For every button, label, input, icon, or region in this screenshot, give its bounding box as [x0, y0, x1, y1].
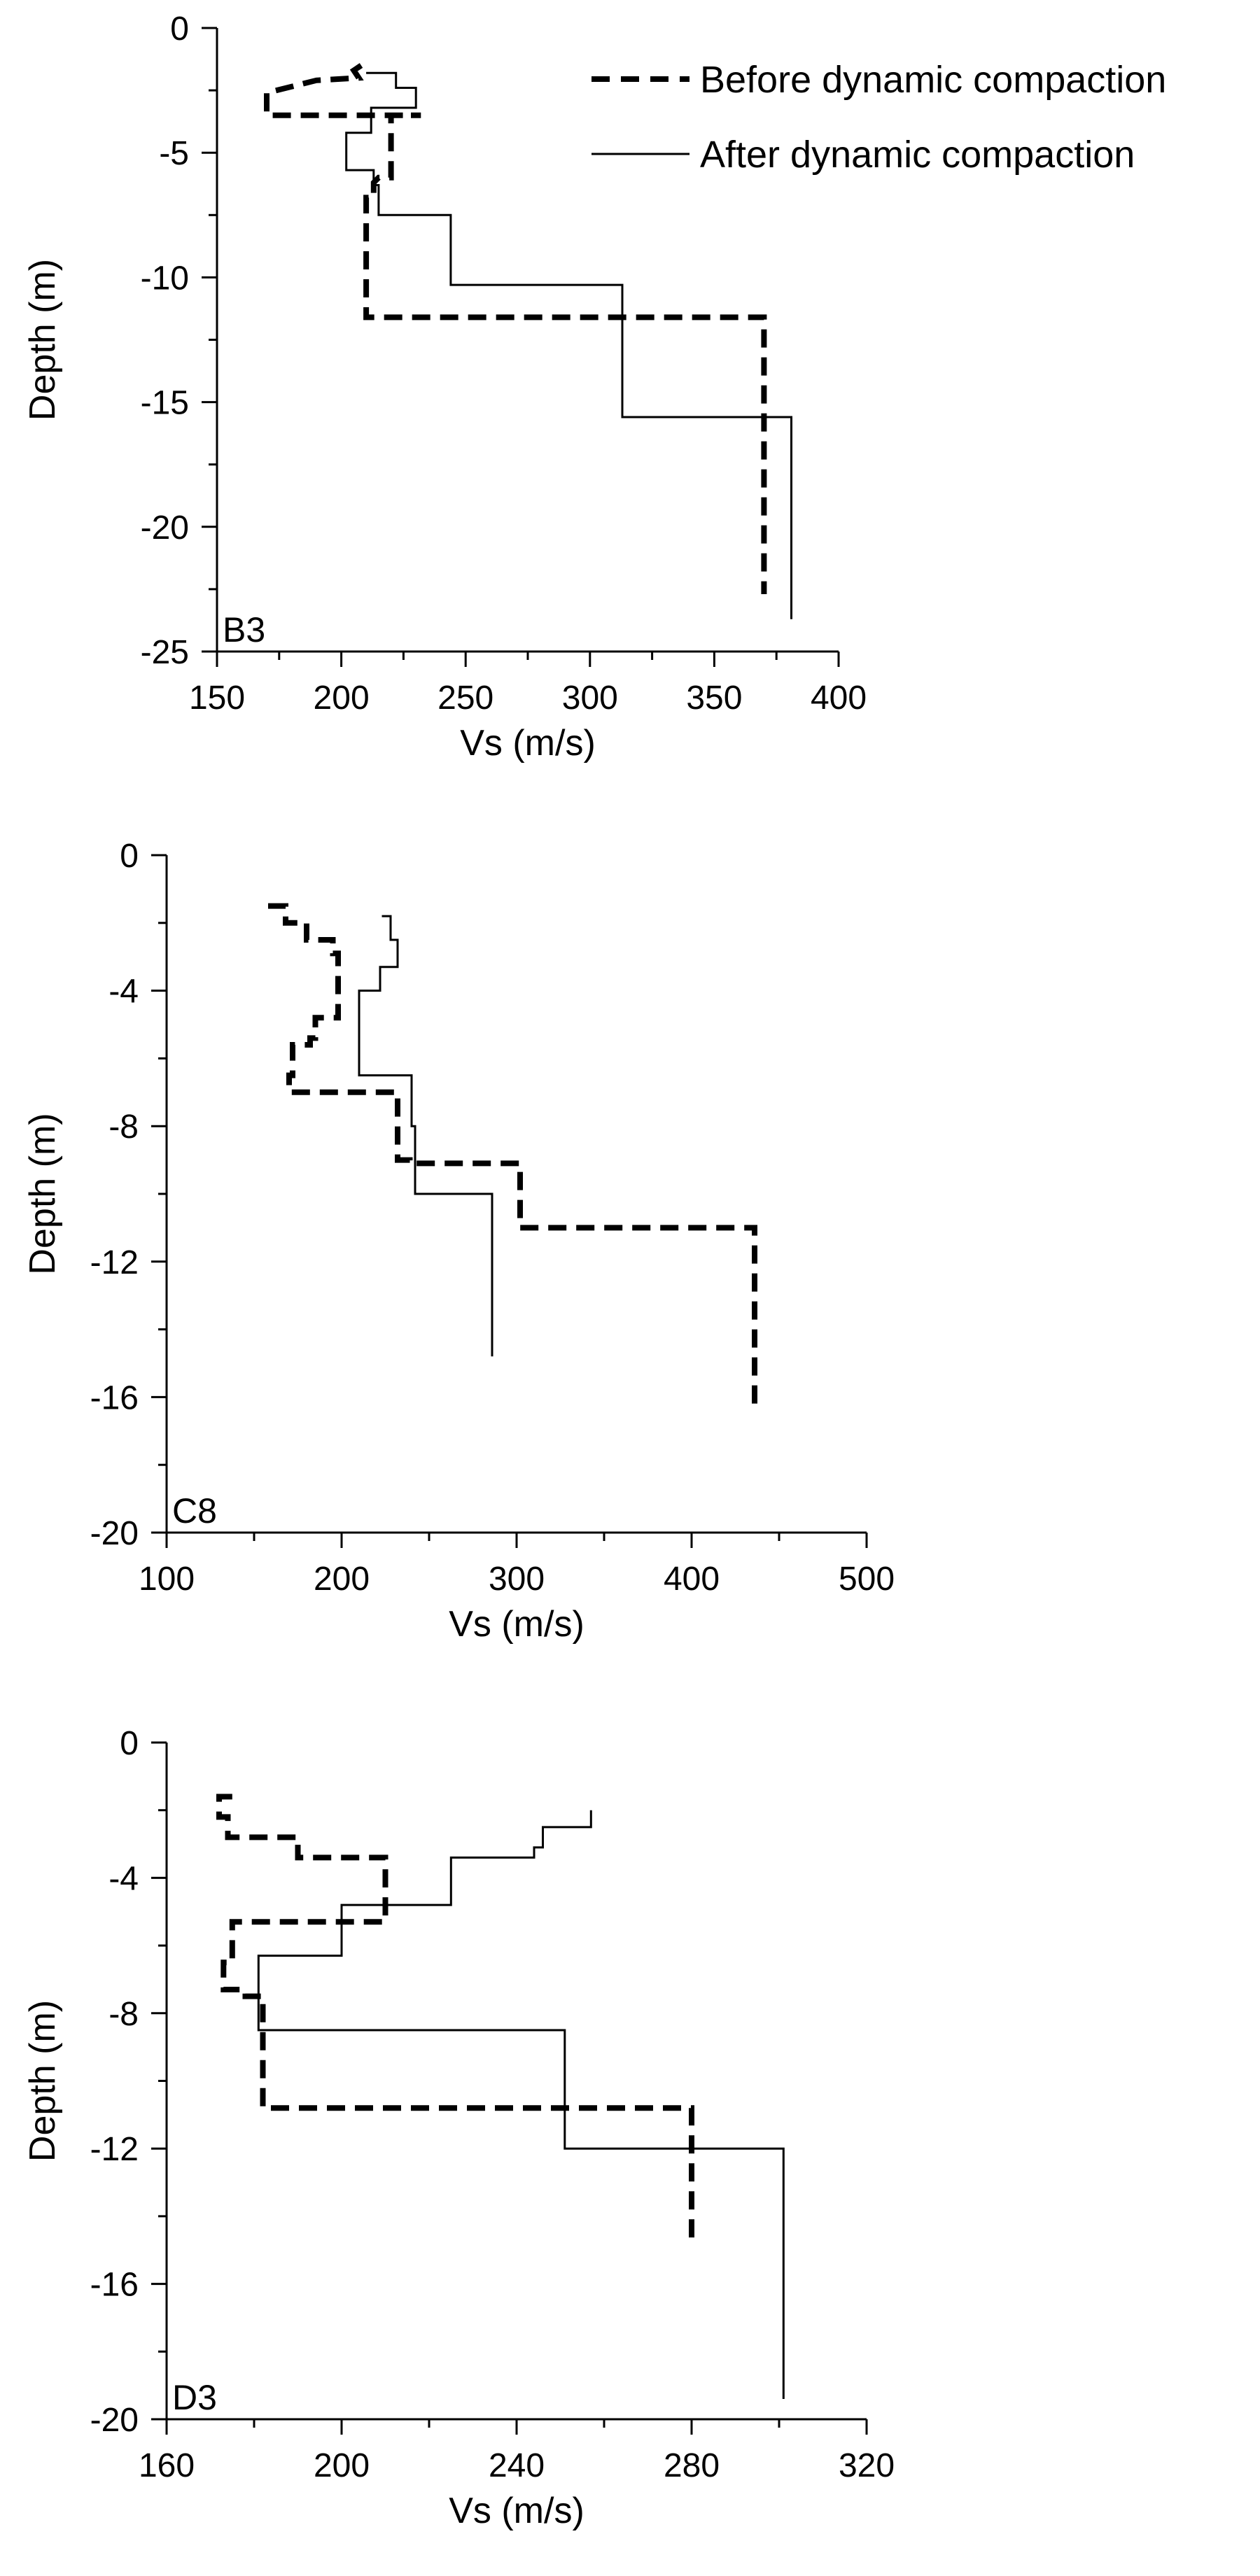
chart-panel-d3: 160 200 240 280 320 0 -4 -8 -12 -16 -20 Vs (m/s) Dep… [22, 1725, 895, 2531]
y-tick-label: -5 [159, 135, 189, 172]
y-tick-label: -10 [141, 260, 189, 297]
panel-label: C8 [172, 1491, 217, 1530]
x-tick-label: 200 [314, 680, 370, 717]
panel-label: D3 [172, 2378, 217, 2417]
x-tick-label: 200 [314, 1561, 370, 1598]
y-tick-label: -20 [90, 1515, 139, 1552]
y-tick-label: -4 [108, 1860, 139, 1897]
x-axis-label: Vs (m/s) [460, 723, 596, 763]
legend: Before dynamic compaction After dynamic … [592, 59, 1166, 176]
y-tick-label: -20 [90, 2402, 139, 2439]
legend-label-after: After dynamic compaction [700, 134, 1135, 176]
series-after [257, 1810, 785, 2399]
series-after [358, 915, 493, 1357]
x-tick-label: 300 [489, 1561, 545, 1598]
y-tick-label: -20 [141, 509, 189, 547]
x-tick-label: 300 [562, 680, 618, 717]
x-axis-label: Vs (m/s) [449, 1604, 584, 1645]
y-tick-label: -25 [141, 634, 189, 671]
x-tick-label: 150 [189, 680, 245, 717]
x-tick-label: 400 [811, 680, 867, 717]
series-before [268, 903, 757, 1411]
x-axis-label: Vs (m/s) [449, 2491, 584, 2531]
x-tick-label: 350 [686, 680, 742, 717]
y-tick-label: -15 [141, 385, 189, 422]
series-before [216, 1794, 694, 2244]
x-tick-label: 320 [839, 2447, 895, 2484]
y-tick-label: -8 [108, 1996, 139, 2033]
chart-panel-b3: 150 200 250 300 350 400 0 -5 -10 -15 -20 -25 Vs (m/s… [22, 10, 867, 763]
y-tick-label: -4 [108, 973, 139, 1011]
y-tick-label: -16 [90, 2267, 139, 2304]
x-tick-label: 500 [839, 1561, 895, 1598]
y-tick-label: -8 [108, 1108, 139, 1146]
y-tick-label: 0 [170, 10, 189, 48]
series-before [264, 63, 767, 594]
x-tick-label: 400 [664, 1561, 720, 1598]
chart-panels: 150 200 250 300 350 400 0 -5 -10 -15 -20 -25 Vs (m/s… [22, 10, 895, 2531]
y-axis-label: Depth (m) [22, 1113, 63, 1274]
y-tick-label: 0 [120, 1725, 139, 1762]
x-tick-label: 160 [139, 2447, 195, 2484]
y-tick-label: -12 [90, 2131, 139, 2168]
panel-label: B3 [223, 610, 265, 649]
legend-label-before: Before dynamic compaction [700, 59, 1166, 101]
x-tick-label: 100 [139, 1561, 195, 1598]
y-axis-label: Depth (m) [22, 259, 63, 421]
y-tick-label: -12 [90, 1244, 139, 1281]
series-after [345, 71, 792, 619]
x-tick-label: 200 [314, 2447, 370, 2484]
x-tick-label: 240 [489, 2447, 545, 2484]
x-tick-label: 250 [438, 680, 493, 717]
y-tick-label: 0 [120, 838, 139, 875]
y-tick-label: -16 [90, 1379, 139, 1416]
y-axis-label: Depth (m) [22, 2000, 63, 2162]
chart-panel-c8: 100 200 300 400 500 0 -4 -8 -12 -16 -20 Vs (m/s) Dep… [22, 838, 895, 1645]
x-tick-label: 280 [664, 2447, 720, 2484]
